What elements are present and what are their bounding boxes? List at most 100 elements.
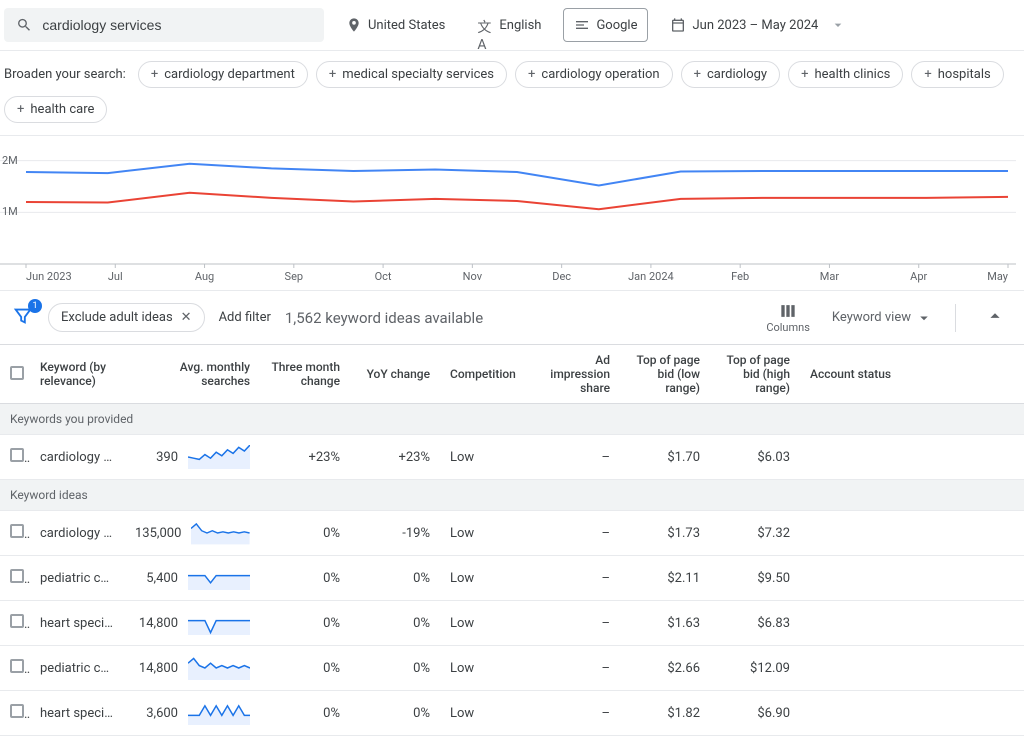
keyword-table: Keyword (by relevance) Avg. monthly sear… xyxy=(0,345,1024,736)
cell-three-month: 0% xyxy=(260,511,350,556)
col-searches[interactable]: Avg. monthly searches xyxy=(125,345,260,404)
network-selector[interactable]: Google xyxy=(563,8,648,42)
broaden-chip[interactable]: + hospitals xyxy=(911,61,1003,88)
cell-bid-high: $7.32 xyxy=(710,511,800,556)
x-axis-label: Feb xyxy=(731,270,749,283)
cell-bid-low: $1.70 xyxy=(620,435,710,480)
date-range-selector[interactable]: Jun 2023 – May 2024 xyxy=(660,9,856,41)
col-bid-low[interactable]: Top of page bid (low range) xyxy=(620,345,710,404)
keyword-view-label: Keyword view xyxy=(832,310,911,325)
language-selector[interactable]: 文A English xyxy=(467,9,551,41)
columns-label: Columns xyxy=(766,321,810,334)
filter-controls-row: 1 Exclude adult ideas ✕ Add filter 1,562… xyxy=(0,291,1024,345)
x-axis-label: Jun 2023 xyxy=(26,270,72,283)
collapse-button[interactable] xyxy=(978,305,1012,331)
search-icon xyxy=(16,16,32,34)
cell-searches: 390 xyxy=(125,435,260,480)
divider xyxy=(955,304,956,332)
x-axis-label: Dec xyxy=(552,270,571,283)
x-axis-label: Oct xyxy=(375,270,392,283)
location-selector[interactable]: United States xyxy=(336,9,455,41)
row-checkbox[interactable] xyxy=(10,659,24,673)
table-row[interactable]: heart specialist3,6000%0%Low–$1.82$6.90 xyxy=(0,691,1024,736)
broaden-chip[interactable]: +cardiology operation xyxy=(515,61,673,88)
top-bar: United States 文A English Google Jun 2023… xyxy=(0,0,1024,51)
broaden-label: Broaden your search: xyxy=(4,67,126,82)
table-row[interactable]: heart specialis...14,8000%0%Low–$1.63$6.… xyxy=(0,601,1024,646)
x-axis-label: May xyxy=(987,270,1008,283)
col-yoy[interactable]: YoY change xyxy=(350,345,440,404)
network-label: Google xyxy=(596,18,637,33)
table-row[interactable]: cardiology ser...390+23%+23%Low–$1.70$6.… xyxy=(0,435,1024,480)
cell-competition: Low xyxy=(440,601,530,646)
col-account[interactable]: Account status xyxy=(800,345,1024,404)
cell-competition: Low xyxy=(440,556,530,601)
columns-button[interactable]: Columns xyxy=(766,301,810,334)
chip-label: health care xyxy=(30,102,94,117)
col-three-month[interactable]: Three month change xyxy=(260,345,350,404)
table-header-row: Keyword (by relevance) Avg. monthly sear… xyxy=(0,345,1024,404)
row-checkbox[interactable] xyxy=(10,704,24,718)
cell-impression: – xyxy=(530,601,620,646)
chip-label: medical specialty services xyxy=(342,67,494,82)
chip-label: health clinics xyxy=(814,67,890,82)
plus-icon: + xyxy=(801,67,808,82)
col-impression[interactable]: Ad impression share xyxy=(530,345,620,404)
plus-icon: + xyxy=(151,67,158,82)
col-bid-high[interactable]: Top of page bid (high range) xyxy=(710,345,800,404)
broaden-chip[interactable]: +cardiology xyxy=(681,61,780,88)
pill-label: Exclude adult ideas xyxy=(61,310,173,325)
table-row[interactable]: cardiology nea...135,0000%-19%Low–$1.73$… xyxy=(0,511,1024,556)
cell-account xyxy=(800,435,1024,480)
cell-account xyxy=(800,601,1024,646)
sparkline xyxy=(188,656,250,680)
row-checkbox[interactable] xyxy=(10,524,24,538)
date-range-label: Jun 2023 – May 2024 xyxy=(692,18,818,33)
sparkline xyxy=(188,445,250,469)
search-input[interactable] xyxy=(42,17,312,33)
network-icon xyxy=(574,17,590,33)
col-competition[interactable]: Competition xyxy=(440,345,530,404)
cell-yoy: 0% xyxy=(350,646,440,691)
row-checkbox[interactable] xyxy=(10,614,24,628)
sparkline xyxy=(188,611,250,635)
plus-icon: + xyxy=(694,67,701,82)
chip-label: hospitals xyxy=(938,67,991,82)
row-checkbox[interactable] xyxy=(10,448,24,462)
cell-keyword: heart specialis... xyxy=(30,601,125,646)
table-row[interactable]: pediatric cardi...14,8000%0%Low–$2.66$12… xyxy=(0,646,1024,691)
cell-impression: – xyxy=(530,646,620,691)
col-keyword[interactable]: Keyword (by relevance) xyxy=(30,345,125,404)
section-ideas: Keyword ideas xyxy=(0,480,1024,511)
search-box[interactable] xyxy=(4,8,324,42)
exclude-adult-ideas-pill[interactable]: Exclude adult ideas ✕ xyxy=(48,303,205,332)
cell-three-month: 0% xyxy=(260,601,350,646)
cell-searches: 14,800 xyxy=(125,646,260,691)
row-checkbox[interactable] xyxy=(10,569,24,583)
plus-icon: + xyxy=(924,67,931,82)
cell-searches: 5,400 xyxy=(125,556,260,601)
filter-button[interactable]: 1 xyxy=(12,305,34,331)
language-label: English xyxy=(499,18,541,33)
x-axis-label: Nov xyxy=(463,270,482,283)
cell-searches: 3,600 xyxy=(125,691,260,736)
select-all-checkbox[interactable] xyxy=(10,366,24,380)
cell-keyword: cardiology nea... xyxy=(30,511,125,556)
cell-competition: Low xyxy=(440,511,530,556)
chip-label: cardiology operation xyxy=(541,67,659,82)
table-row[interactable]: pediatric cardi...5,4000%0%Low–$2.11$9.5… xyxy=(0,556,1024,601)
broaden-chip[interactable]: +medical specialty services xyxy=(316,61,507,88)
cell-searches: 135,000 xyxy=(125,511,260,556)
broaden-chip[interactable]: +cardiology department xyxy=(138,61,308,88)
cell-bid-high: $6.03 xyxy=(710,435,800,480)
add-filter-button[interactable]: Add filter xyxy=(219,310,271,325)
cell-keyword: pediatric cardi... xyxy=(30,556,125,601)
cell-account xyxy=(800,646,1024,691)
keyword-view-dropdown[interactable]: Keyword view xyxy=(832,309,933,327)
cell-bid-low: $2.11 xyxy=(620,556,710,601)
remove-filter-icon[interactable]: ✕ xyxy=(181,310,192,325)
broaden-chip[interactable]: + health clinics xyxy=(788,61,903,88)
calendar-icon xyxy=(670,17,686,33)
cell-bid-high: $9.50 xyxy=(710,556,800,601)
broaden-chip[interactable]: +health care xyxy=(4,96,107,123)
